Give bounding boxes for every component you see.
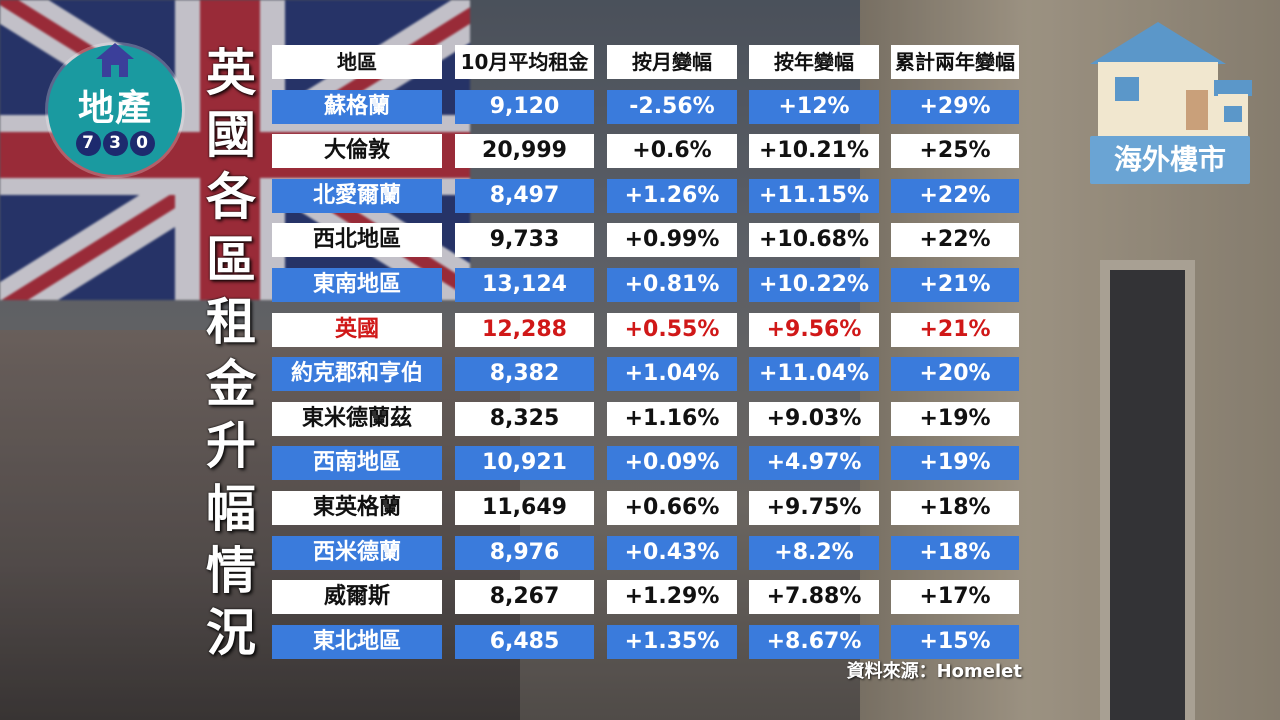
value-cell: +0.6% [607, 134, 737, 168]
region-cell: 地區 [272, 45, 442, 79]
value-cell: +1.16% [607, 402, 737, 436]
logo-digit: 7 [75, 131, 101, 156]
page-title-char: 區 [206, 230, 256, 289]
region-cell: 大倫敦 [272, 134, 442, 168]
value-cell: +9.03% [749, 402, 879, 436]
value-cell: +18% [891, 536, 1019, 570]
logo-digit: 0 [129, 131, 155, 156]
page-title: 英國各區租金升幅情況 [198, 48, 264, 658]
value-cell: +0.99% [607, 223, 737, 257]
region-cell: 威爾斯 [272, 580, 442, 614]
value-cell: +1.29% [607, 580, 737, 614]
value-cell: 11,649 [455, 491, 594, 525]
value-cell: +22% [891, 223, 1019, 257]
region-cell: 西南地區 [272, 446, 442, 480]
region-cell: 東北地區 [272, 625, 442, 659]
region-cell: 東英格蘭 [272, 491, 442, 525]
region-cell: 約克郡和亨伯 [272, 357, 442, 391]
value-cell: +22% [891, 179, 1019, 213]
value-cell: +29% [891, 90, 1019, 124]
value-cell: +0.55% [607, 313, 737, 347]
logo-name: 地產 [77, 88, 152, 129]
value-cell: +8.67% [749, 625, 879, 659]
value-cell: 10月平均租金 [455, 45, 594, 79]
value-cell: +20% [891, 357, 1019, 391]
source-note: 資料來源：Homelet [846, 661, 1022, 682]
value-cell: +1.35% [607, 625, 737, 659]
page-title-char: 金 [206, 355, 256, 414]
page-title-char: 各 [206, 168, 256, 227]
value-cell: +21% [891, 268, 1019, 302]
value-cell: +21% [891, 313, 1019, 347]
value-cell: 9,120 [455, 90, 594, 124]
value-cell: 累計兩年變幅 [891, 45, 1019, 79]
value-cell: +25% [891, 134, 1019, 168]
house-icon [1090, 22, 1226, 64]
value-cell: +0.43% [607, 536, 737, 570]
region-cell: 東南地區 [272, 268, 442, 302]
value-cell: +9.75% [749, 491, 879, 525]
region-cell: 英國 [272, 313, 442, 347]
value-cell: 13,124 [455, 268, 594, 302]
page-title-char: 升 [206, 417, 256, 476]
overseas-property-badge: 海外樓市 [1090, 22, 1252, 184]
value-cell: 6,485 [455, 625, 594, 659]
page-title-char: 國 [206, 106, 256, 165]
page-title-char: 幅 [206, 479, 256, 538]
value-cell: +1.26% [607, 179, 737, 213]
value-cell: +10.22% [749, 268, 879, 302]
value-cell: +7.88% [749, 580, 879, 614]
value-cell: +10.68% [749, 223, 879, 257]
value-cell: 12,288 [455, 313, 594, 347]
logo-digit: 3 [102, 131, 128, 156]
page-title-char: 況 [206, 603, 256, 662]
value-cell: +11.04% [749, 357, 879, 391]
value-cell: +9.56% [749, 313, 879, 347]
value-cell: +1.04% [607, 357, 737, 391]
value-cell: 按年變幅 [749, 45, 879, 79]
value-cell: 8,325 [455, 402, 594, 436]
value-cell: +18% [891, 491, 1019, 525]
value-cell: -2.56% [607, 90, 737, 124]
region-cell: 西北地區 [272, 223, 442, 257]
value-cell: 8,267 [455, 580, 594, 614]
value-cell: +10.21% [749, 134, 879, 168]
value-cell: +0.66% [607, 491, 737, 525]
value-cell: 按月變幅 [607, 45, 737, 79]
value-cell: 20,999 [455, 134, 594, 168]
page-title-char: 英 [206, 44, 256, 102]
value-cell: +11.15% [749, 179, 879, 213]
region-cell: 東米德蘭茲 [272, 402, 442, 436]
value-cell: +15% [891, 625, 1019, 659]
value-cell: +0.09% [607, 446, 737, 480]
value-cell: 10,921 [455, 446, 594, 480]
region-cell: 北愛爾蘭 [272, 179, 442, 213]
logo-house-icon [96, 43, 134, 59]
region-cell: 西米德蘭 [272, 536, 442, 570]
value-cell: +12% [749, 90, 879, 124]
value-cell: 9,733 [455, 223, 594, 257]
value-cell: +19% [891, 402, 1019, 436]
value-cell: 8,497 [455, 179, 594, 213]
background-window [1100, 260, 1195, 720]
value-cell: +17% [891, 580, 1019, 614]
page-title-char: 租 [206, 292, 256, 351]
value-cell: +0.81% [607, 268, 737, 302]
badge-label: 海外樓市 [1090, 136, 1250, 184]
value-cell: 8,382 [455, 357, 594, 391]
value-cell: +19% [891, 446, 1019, 480]
value-cell: +4.97% [749, 446, 879, 480]
value-cell: +8.2% [749, 536, 879, 570]
value-cell: 8,976 [455, 536, 594, 570]
region-cell: 蘇格蘭 [272, 90, 442, 124]
page-title-char: 情 [206, 541, 256, 600]
